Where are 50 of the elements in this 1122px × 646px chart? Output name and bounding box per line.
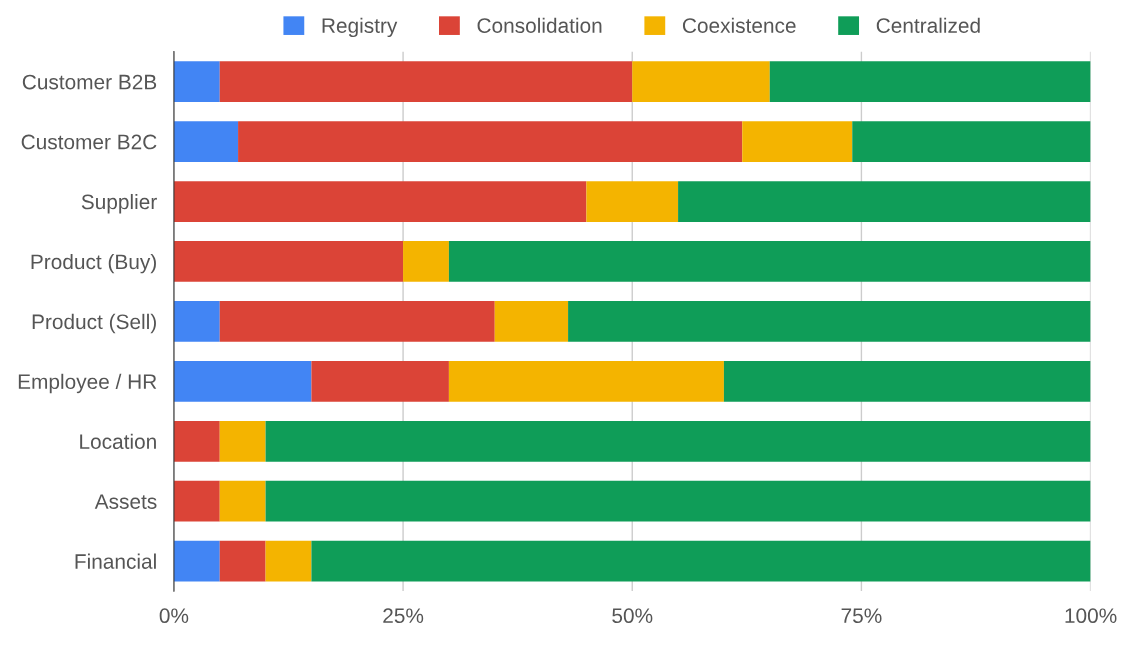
bar bbox=[723, 360, 1091, 402]
bar bbox=[265, 480, 1091, 522]
y-tick-label: Product (Sell) bbox=[32, 313, 156, 334]
legend-label: Consolidation bbox=[477, 17, 602, 33]
bar bbox=[173, 420, 220, 462]
bar bbox=[219, 420, 266, 462]
bar bbox=[219, 301, 495, 342]
legend-label: Coexistence bbox=[682, 17, 796, 33]
bar bbox=[219, 540, 266, 582]
x-tick-label: 25% bbox=[383, 608, 424, 624]
bar bbox=[311, 540, 1091, 582]
x-tick-label: 0% bbox=[159, 608, 189, 624]
bar bbox=[265, 420, 1091, 462]
bar bbox=[494, 301, 569, 342]
bar bbox=[568, 301, 1091, 342]
x-tick-label: 75% bbox=[841, 608, 882, 624]
y-tick-label: Customer B2C bbox=[21, 134, 157, 150]
bar bbox=[219, 480, 266, 522]
y-tick-label: Product (Buy) bbox=[31, 253, 156, 274]
bar bbox=[173, 181, 587, 222]
bar bbox=[586, 181, 679, 222]
bar bbox=[852, 121, 1091, 162]
bar bbox=[403, 241, 449, 282]
bar bbox=[173, 121, 239, 162]
bar bbox=[173, 61, 220, 103]
bar bbox=[678, 181, 1091, 222]
bar bbox=[173, 241, 404, 282]
bar bbox=[769, 61, 1091, 103]
y-tick-label: Customer B2B bbox=[22, 74, 157, 90]
bar bbox=[265, 540, 312, 582]
y-tick-label: Financial bbox=[75, 553, 156, 569]
bar bbox=[219, 61, 633, 103]
bar bbox=[173, 480, 220, 522]
y-tick-label: Supplier bbox=[81, 193, 157, 214]
y-tick-label: Location bbox=[80, 433, 156, 450]
y-tick-label: Employee / HR bbox=[18, 373, 157, 394]
legend-label: Centralized bbox=[876, 17, 980, 33]
y-tick-label: Assets bbox=[94, 494, 157, 509]
bar bbox=[173, 301, 220, 342]
x-tick-label: 100% bbox=[1065, 608, 1117, 624]
bar bbox=[632, 61, 770, 103]
x-tick-label: 50% bbox=[612, 608, 653, 624]
bar bbox=[173, 540, 220, 582]
bar bbox=[311, 360, 449, 402]
bar bbox=[448, 241, 1091, 282]
bar bbox=[742, 121, 853, 162]
bar bbox=[238, 121, 743, 162]
legend-label: Registry bbox=[322, 17, 398, 38]
bar bbox=[448, 360, 724, 402]
bar bbox=[173, 360, 312, 402]
